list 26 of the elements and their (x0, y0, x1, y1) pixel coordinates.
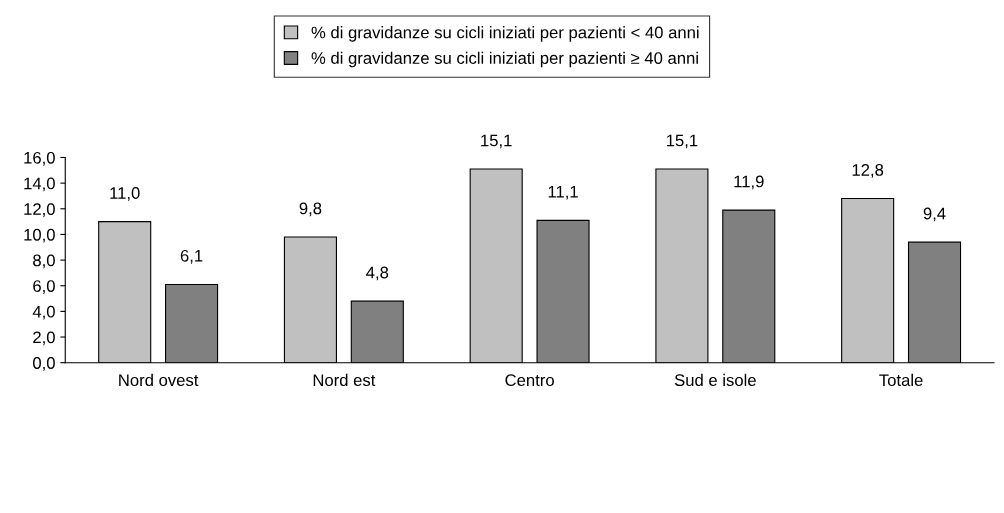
data-label: 11,1 (548, 185, 578, 200)
data-label: 9,4 (923, 207, 946, 222)
y-tick-label: 2,0 (33, 331, 55, 346)
y-tick-label: 16,0 (24, 151, 55, 166)
legend-label: % di gravidanze su cicli iniziati per pazienti ≥ 40 anni (311, 51, 698, 68)
y-tick-label: 8,0 (33, 254, 55, 269)
legend-label: % di gravidanze su cicli iniziati per pazienti < 40 anni (311, 26, 699, 42)
x-tick-label: Totale (879, 373, 923, 387)
data-label: 11,0 (110, 187, 140, 201)
data-label: 15,1 (666, 134, 698, 149)
x-tick-label: Nord ovest (119, 373, 199, 387)
data-label: 9,8 (299, 202, 322, 217)
x-tick-label: Nord est (313, 373, 376, 387)
y-tick-label: 6,0 (33, 280, 55, 294)
y-tick-label: 0,0 (33, 357, 55, 371)
y-tick-label: 4,0 (32, 305, 55, 320)
x-tick-label: Sud e isole (674, 373, 756, 387)
data-label: 6,1 (180, 249, 203, 264)
data-label: 12,8 (852, 163, 884, 178)
y-tick-label: 12,0 (24, 203, 55, 217)
data-label: 4,8 (366, 266, 389, 281)
data-label: 15,1 (481, 134, 512, 149)
y-tick-label: 14,0 (24, 177, 55, 192)
x-tick-label: Centro (505, 374, 554, 387)
y-tick-label: 10,0 (24, 228, 55, 243)
data-label: 11,9 (734, 175, 764, 190)
